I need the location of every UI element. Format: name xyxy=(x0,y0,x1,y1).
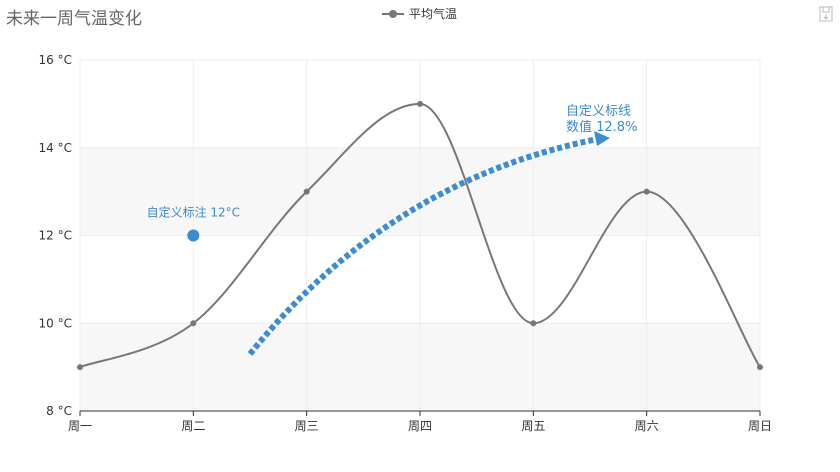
data-point xyxy=(643,188,650,195)
y-tick-label: 8 °C xyxy=(46,404,72,418)
x-tick-label: 周六 xyxy=(635,419,659,433)
annotation-label: 自定义标注 12°C xyxy=(147,205,240,220)
x-tick-label: 周三 xyxy=(295,419,319,433)
chart-title: 未来一周气温变化 xyxy=(6,9,142,29)
data-point xyxy=(77,364,83,371)
x-tick-label: 周一 xyxy=(68,419,92,433)
annotation-label: 自定义标线 xyxy=(566,104,631,119)
save-icon[interactable] xyxy=(818,6,834,22)
axes: 8 °C 10 °C 12 °C 14 °C 16 °C 周一 周二 周三 周四 周五 周六 周日 xyxy=(39,53,772,433)
annotation-arrow-head xyxy=(594,131,610,146)
legend-swatch xyxy=(382,9,404,18)
data-point xyxy=(757,364,763,371)
data-point xyxy=(417,100,423,107)
x-tick-label: 周四 xyxy=(408,419,432,433)
y-tick-label: 10 °C xyxy=(39,316,72,330)
annotation-label: 数值 12.8% xyxy=(566,119,637,135)
y-tick-label: 12 °C xyxy=(39,229,72,243)
y-tick-label: 14 °C xyxy=(39,141,72,155)
x-tick-label: 周二 xyxy=(181,419,205,433)
x-tick-label: 周日 xyxy=(748,419,772,433)
y-tick-label: 16 °C xyxy=(39,53,72,67)
data-point xyxy=(303,188,310,195)
x-tick-label: 周五 xyxy=(521,419,545,433)
data-point xyxy=(530,320,537,327)
legend[interactable]: 平均气温 xyxy=(382,5,457,22)
annotation-point xyxy=(187,229,200,242)
data-point xyxy=(190,320,197,327)
annotation-arrow-line xyxy=(247,136,599,356)
legend-label: 平均气温 xyxy=(409,7,458,21)
series-layer xyxy=(77,100,763,371)
